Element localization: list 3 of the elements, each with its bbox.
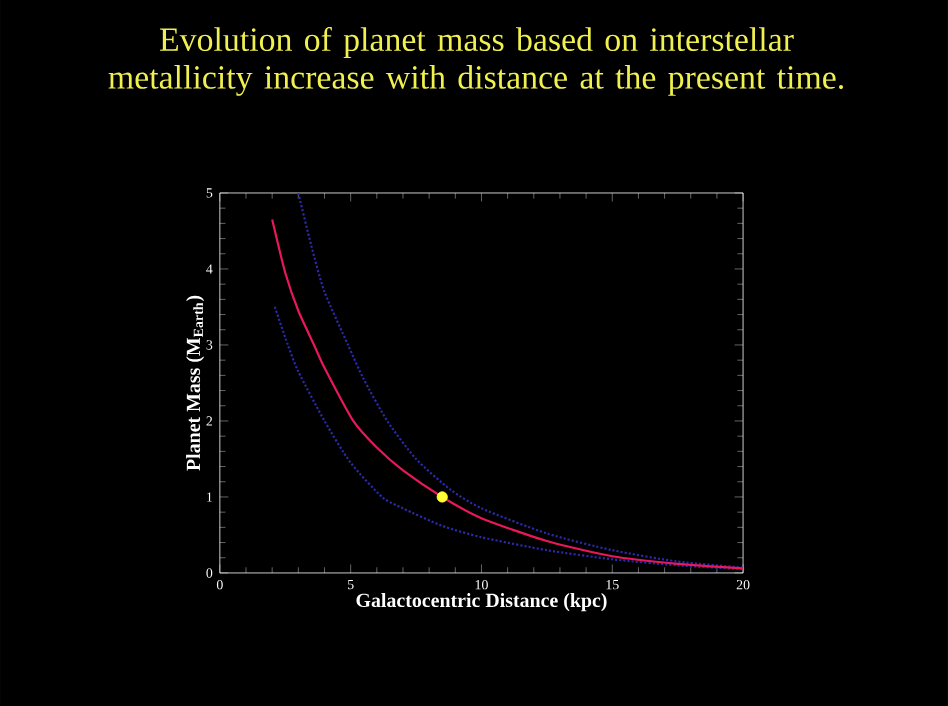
chart-title: Evolution of planet mass based on interstellar metallicity increase with distance at the present time. — [108, 26, 844, 96]
y-axis-title: Planet Mass (M$_{Earth}$) — [186, 295, 205, 471]
x-axis-title: Galactocentric Distance (kpc) — [356, 592, 607, 612]
